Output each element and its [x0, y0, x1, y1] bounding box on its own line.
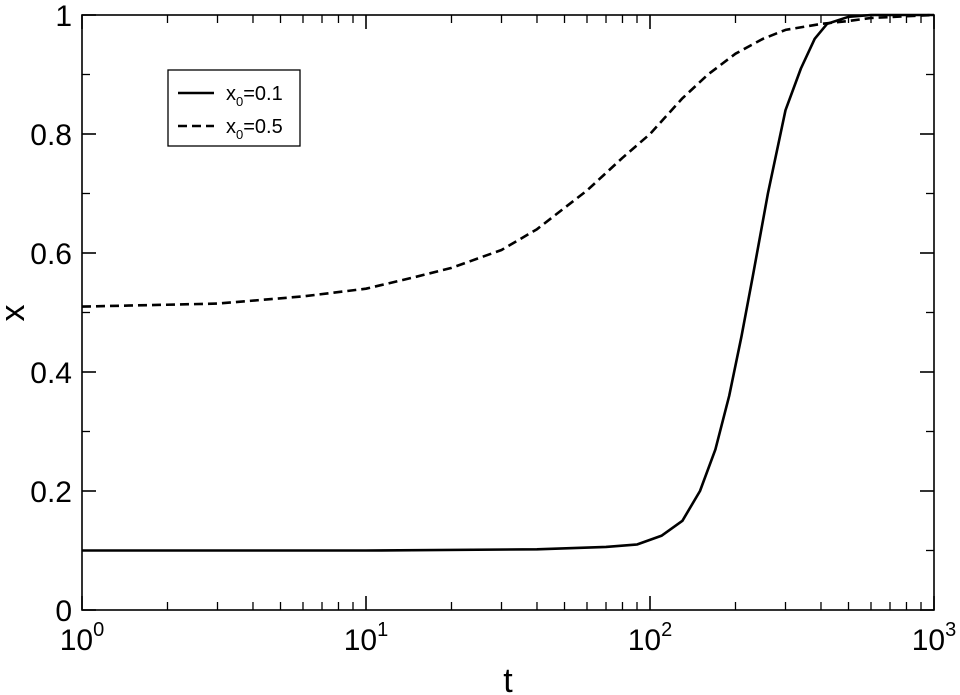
y-tick-label: 0.4	[30, 357, 72, 390]
series-line-x0-0.1-solid	[82, 13, 934, 552]
x-tick-label-exp: 1	[377, 619, 388, 641]
y-axis-title: x	[0, 305, 32, 322]
legend: x0=0.1 x0=0.5	[167, 69, 301, 147]
x-tick-label-base: 10	[344, 624, 377, 657]
series-line-x0-0.5-dashed	[81, 13, 935, 308]
legend-entry-1-base: x	[226, 83, 236, 105]
y-tick-label: 1	[55, 0, 72, 33]
x-tick-label: 103	[912, 619, 957, 657]
legend-entry-1: x0=0.1	[226, 83, 283, 109]
legend-entry-2-sub: 0	[236, 127, 243, 142]
x-tick-label-exp: 3	[945, 619, 956, 641]
x-tick-label-base: 10	[60, 624, 93, 657]
x-tick-label: 101	[344, 619, 389, 657]
legend-entry-2: x0=0.5	[226, 116, 283, 142]
y-tick-label: 0.6	[30, 238, 72, 271]
x-axis-title: t	[503, 662, 513, 695]
x-tick-label: 100	[60, 619, 105, 657]
x-tick-label-exp: 0	[93, 619, 104, 641]
series-layer	[81, 13, 935, 552]
y-tick-label: 0	[55, 595, 72, 628]
y-tick-label: 0.8	[30, 119, 72, 152]
x-tick-label-base: 10	[628, 624, 661, 657]
legend-entry-1-rest: =0.1	[243, 83, 282, 105]
y-tick-label: 0.2	[30, 476, 72, 509]
legend-entry-2-base: x	[226, 116, 236, 138]
x-tick-label-base: 10	[912, 624, 945, 657]
legend-entry-2-rest: =0.5	[243, 116, 282, 138]
x-tick-label-exp: 2	[661, 619, 672, 641]
legend-box	[167, 69, 301, 147]
x-tick-label: 102	[628, 619, 673, 657]
legend-entry-1-sub: 0	[236, 94, 243, 109]
